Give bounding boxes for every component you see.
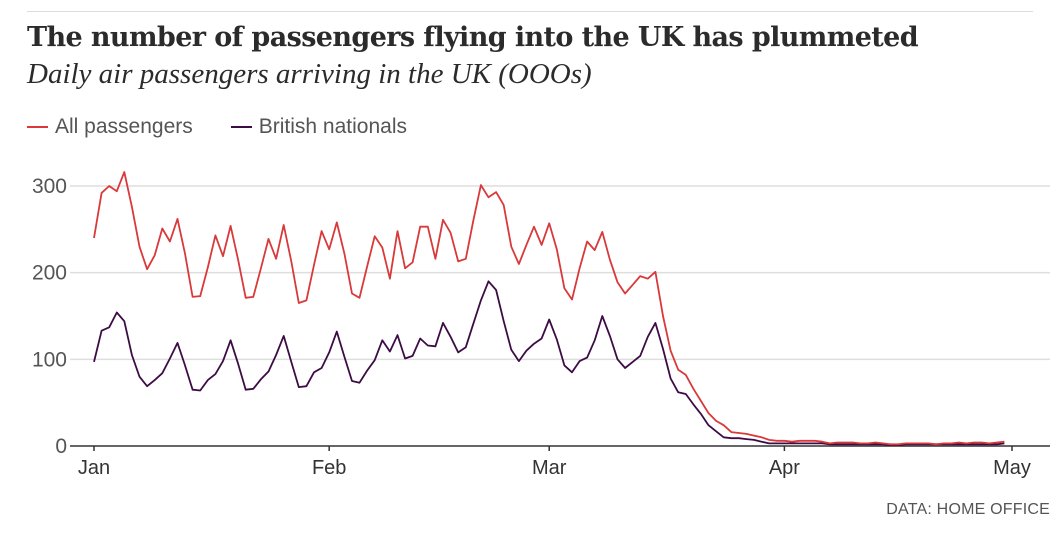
legend-item-all-passengers: All passengers: [27, 115, 193, 139]
x-tick-label-feb: Feb: [312, 457, 346, 479]
legend-swatch-all-passengers: [27, 126, 48, 128]
y-tick-label-300: 300: [32, 175, 67, 198]
y-axis-ticks: 0 100 200 300: [32, 175, 67, 458]
chart-title: The number of passengers flying into the…: [27, 22, 919, 53]
legend-swatch-british-nationals: [230, 126, 252, 128]
chart-subtitle: Daily air passengers arriving in the UK …: [27, 58, 592, 90]
x-axis: Jan Feb Mar Apr May: [70, 445, 1050, 479]
series-line-british-nationals: [93, 280, 1005, 447]
top-divider: [27, 11, 1033, 12]
legend-item-british-nationals: British nationals: [230, 115, 407, 139]
y-tick-label-100: 100: [32, 348, 67, 371]
x-tick-label-mar: Mar: [532, 457, 567, 479]
legend-label-all-passengers: All passengers: [55, 115, 193, 138]
y-tick-label-0: 0: [55, 435, 67, 458]
series-lines: [93, 171, 1005, 447]
legend: All passengers British nationals: [27, 115, 445, 139]
x-tick-label-apr: Apr: [769, 457, 800, 479]
y-tick-label-200: 200: [32, 262, 67, 285]
gridlines: [70, 185, 1050, 361]
x-tick-label-jan: Jan: [78, 457, 110, 479]
legend-label-british-nationals: British nationals: [258, 115, 407, 138]
x-tick-label-may: May: [993, 457, 1031, 479]
source-note: DATA: HOME OFFICE: [886, 501, 1050, 518]
series-line-all-passengers: [93, 171, 1005, 446]
